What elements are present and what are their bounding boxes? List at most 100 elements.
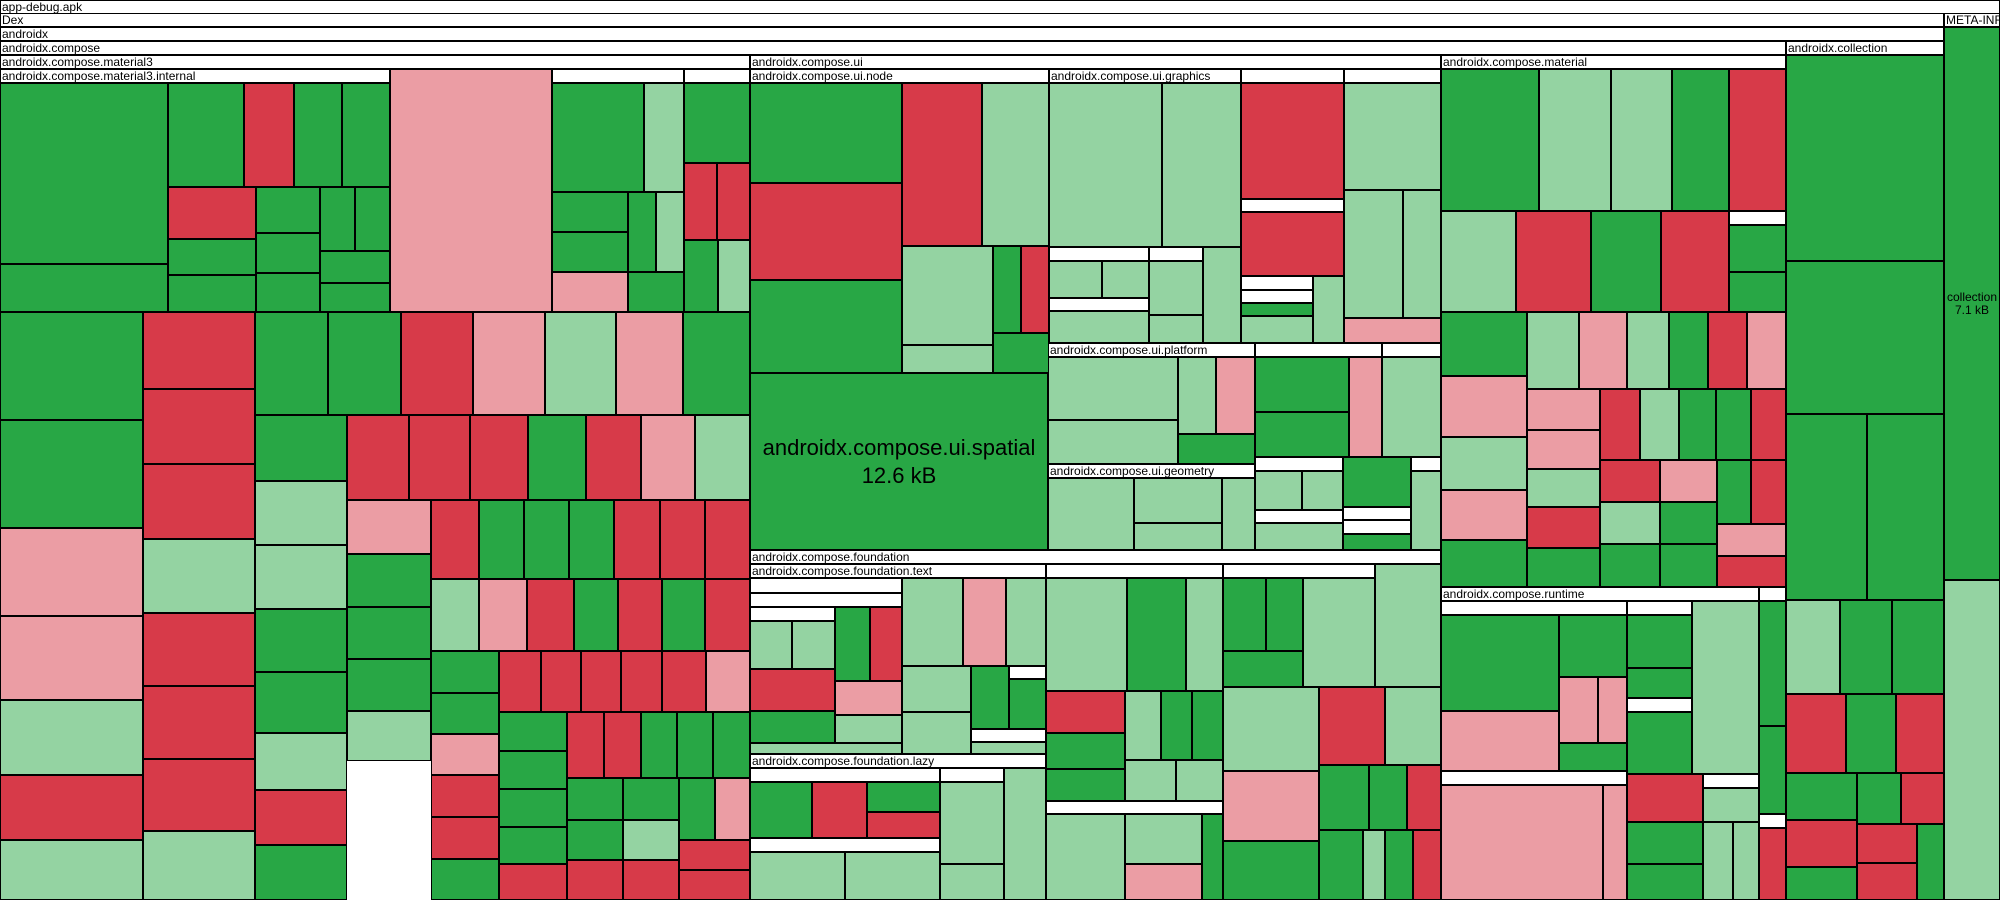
class-tile[interactable] — [1006, 578, 1046, 666]
header-ui-blank[interactable] — [1344, 69, 1441, 83]
class-tile[interactable] — [1627, 668, 1692, 698]
class-tile[interactable] — [143, 759, 255, 831]
class-tile[interactable] — [1786, 414, 1867, 600]
class-tile[interactable] — [1559, 677, 1598, 743]
header-ui[interactable]: androidx.compose.ui — [750, 55, 1441, 69]
class-tile[interactable] — [320, 283, 390, 312]
class-tile[interactable] — [255, 733, 347, 790]
class-tile[interactable] — [1223, 841, 1319, 900]
class-tile[interactable] — [143, 686, 255, 759]
class-tile[interactable] — [750, 280, 902, 373]
class-tile[interactable] — [255, 845, 347, 900]
class-tile[interactable] — [1176, 760, 1223, 801]
class-tile[interactable] — [867, 812, 940, 838]
class-tile[interactable] — [1627, 698, 1692, 712]
class-tile[interactable] — [1302, 471, 1343, 510]
class-tile[interactable] — [679, 840, 750, 870]
class-tile[interactable] — [1857, 773, 1901, 824]
header-ui-platform-blank-b[interactable] — [1382, 343, 1441, 357]
class-tile[interactable] — [1385, 830, 1413, 900]
class-tile[interactable] — [567, 820, 623, 860]
class-tile[interactable] — [1598, 677, 1627, 743]
class-tile[interactable] — [1441, 615, 1559, 711]
class-tile[interactable] — [1441, 376, 1527, 437]
header-foundation-text[interactable]: androidx.compose.foundation.text — [750, 564, 1046, 578]
class-tile[interactable] — [431, 579, 479, 651]
class-tile[interactable] — [1441, 490, 1527, 540]
class-tile[interactable] — [1729, 69, 1786, 211]
header-apk[interactable]: app-debug.apk — [0, 0, 2000, 14]
class-tile[interactable] — [499, 712, 567, 751]
class-tile[interactable] — [294, 83, 342, 187]
class-tile[interactable] — [902, 578, 963, 666]
class-tile[interactable] — [470, 415, 528, 500]
class-tile[interactable] — [479, 500, 524, 579]
header-material3-blank-a[interactable] — [552, 69, 684, 83]
class-tile[interactable] — [255, 545, 347, 609]
header-material[interactable]: androidx.compose.material — [1441, 55, 1786, 69]
class-tile[interactable] — [347, 607, 431, 659]
class-tile[interactable] — [1857, 863, 1917, 900]
class-tile[interactable] — [473, 312, 545, 415]
class-tile[interactable] — [567, 778, 623, 820]
class-tile[interactable] — [1134, 523, 1222, 550]
class-tile[interactable] — [1703, 788, 1759, 822]
class-tile[interactable] — [541, 651, 581, 712]
class-tile[interactable] — [143, 464, 255, 539]
header-ui-graphics[interactable]: androidx.compose.ui.graphics — [1049, 69, 1241, 83]
class-tile[interactable] — [1192, 691, 1223, 760]
class-tile[interactable] — [750, 183, 902, 280]
class-tile[interactable] — [320, 187, 355, 251]
class-tile[interactable] — [499, 789, 567, 827]
class-tile[interactable] — [621, 651, 662, 712]
class-tile[interactable] — [1125, 814, 1202, 864]
class-tile[interactable] — [347, 500, 431, 554]
header-ui-geometry[interactable]: androidx.compose.ui.geometry — [1048, 464, 1255, 478]
class-tile[interactable] — [993, 246, 1021, 333]
class-tile[interactable] — [750, 852, 845, 900]
class-tile[interactable] — [1527, 430, 1600, 469]
class-tile[interactable] — [750, 711, 835, 743]
class-tile[interactable] — [835, 681, 902, 715]
class-tile[interactable] — [1751, 389, 1786, 460]
class-tile[interactable] — [1223, 687, 1319, 771]
class-tile[interactable] — [1759, 828, 1786, 900]
class-tile[interactable] — [0, 264, 168, 312]
class-tile[interactable] — [1403, 190, 1441, 318]
class-tile[interactable] — [993, 333, 1049, 373]
class-tile[interactable] — [1660, 544, 1717, 587]
class-tile[interactable] — [431, 651, 499, 693]
class-tile[interactable] — [1716, 389, 1751, 460]
class-tile[interactable] — [1046, 578, 1127, 691]
class-tile[interactable] — [1363, 830, 1385, 900]
class-tile[interactable] — [255, 312, 328, 415]
class-tile[interactable] — [528, 415, 586, 500]
class-tile[interactable] — [1216, 357, 1255, 434]
class-tile[interactable] — [328, 312, 401, 415]
class-tile[interactable] — [1527, 312, 1579, 389]
class-tile[interactable] — [390, 69, 552, 312]
class-tile[interactable] — [750, 669, 835, 711]
class-tile[interactable] — [1134, 478, 1222, 523]
header-foundation[interactable]: androidx.compose.foundation — [750, 550, 1441, 564]
header-ui-graphics-blank[interactable] — [1241, 69, 1344, 83]
class-tile[interactable] — [1125, 760, 1176, 801]
class-tile[interactable] — [431, 775, 499, 817]
class-tile[interactable] — [320, 251, 390, 283]
class-tile[interactable] — [1255, 510, 1343, 523]
class-tile[interactable] — [1708, 312, 1747, 389]
class-tile[interactable] — [1178, 357, 1216, 434]
class-tile[interactable] — [1125, 691, 1161, 760]
header-ui-platform-blank-a[interactable] — [1255, 343, 1382, 357]
class-tile[interactable] — [1627, 312, 1669, 389]
class-tile[interactable] — [1149, 315, 1203, 343]
class-tile[interactable] — [0, 83, 168, 264]
class-tile[interactable] — [1413, 830, 1441, 900]
class-tile[interactable] — [1729, 211, 1786, 225]
class-tile[interactable] — [1640, 389, 1679, 460]
class-tile[interactable] — [1255, 523, 1343, 550]
class-tile[interactable] — [255, 672, 347, 733]
class-tile[interactable] — [902, 83, 982, 246]
class-tile[interactable] — [1344, 83, 1441, 190]
class-tile[interactable] — [940, 864, 1004, 900]
